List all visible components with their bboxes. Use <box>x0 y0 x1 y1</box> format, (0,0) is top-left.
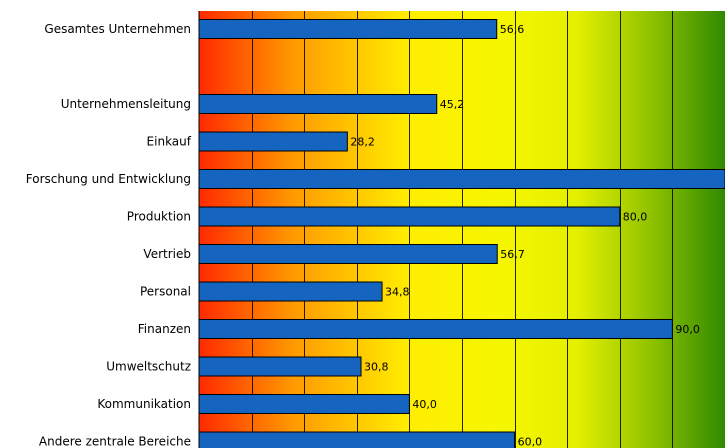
value-label: 28,2 <box>350 136 375 149</box>
value-label: 34,8 <box>385 286 410 299</box>
value-label: 90,0 <box>675 323 700 336</box>
value-label: 30,8 <box>364 361 389 374</box>
category-label: Forschung und Entwicklung <box>26 172 191 186</box>
bar <box>199 357 361 376</box>
category-labels: Gesamtes Unternehmen Unternehmensleitung E… <box>26 22 192 448</box>
bar <box>199 282 382 301</box>
category-label: Andere zentrale Bereiche <box>39 435 191 448</box>
category-label: Unternehmensleitung <box>61 97 191 111</box>
value-label: 56,6 <box>500 23 525 36</box>
bar <box>199 95 437 114</box>
bar <box>199 207 620 226</box>
value-label: 40,0 <box>412 398 437 411</box>
value-label: 60,0 <box>518 436 543 448</box>
category-label: Gesamtes Unternehmen <box>44 22 191 36</box>
category-label: Personal <box>140 285 191 299</box>
bar <box>199 395 409 414</box>
bar <box>199 320 672 339</box>
value-label: 45,2 <box>440 98 465 111</box>
category-label: Produktion <box>127 210 191 224</box>
category-label: Einkauf <box>147 135 192 149</box>
bar <box>199 132 347 151</box>
bar <box>199 432 515 448</box>
category-label: Vertrieb <box>143 247 191 261</box>
value-label: 56,7 <box>500 248 525 261</box>
category-label: Kommunikation <box>97 397 191 411</box>
bar <box>199 20 497 39</box>
value-label: 80,0 <box>623 211 648 224</box>
bar <box>199 245 497 264</box>
category-label: Umweltschutz <box>106 360 191 374</box>
bar <box>199 170 725 189</box>
category-label: Finanzen <box>138 322 191 336</box>
